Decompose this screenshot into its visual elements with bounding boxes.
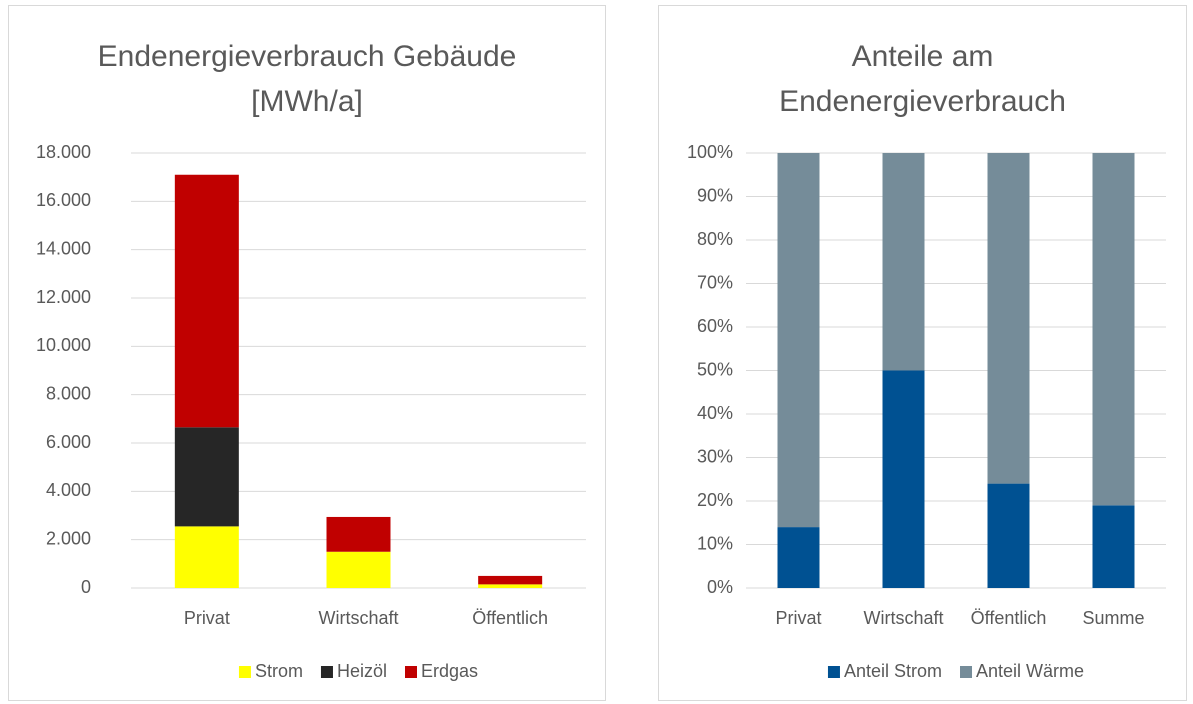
y-tick-label: 8.000 <box>46 383 91 403</box>
legend-label: Strom <box>255 661 303 681</box>
legend-swatch <box>238 666 251 678</box>
bar-segment <box>1092 153 1135 506</box>
y-tick-label: 90% <box>697 185 733 205</box>
bar-segment <box>882 370 925 588</box>
bar-segment <box>882 153 925 371</box>
bar-segment <box>478 575 543 585</box>
x-tick-label: Öffentlich <box>971 608 1047 628</box>
y-tick-label: 10.000 <box>36 335 91 355</box>
bar-segment <box>174 526 239 588</box>
legend-label: Heizöl <box>337 661 387 681</box>
chart-panel: Endenergieverbrauch Gebäude [MWh/a] 0 2.0… <box>8 5 606 701</box>
chart: 0% 10% 20% 30% 40% 50% 60% 70% 80% 90% 100% Privat W… <box>687 142 1166 681</box>
bar-segment <box>777 153 820 528</box>
y-tick-label: 40% <box>697 403 733 423</box>
y-tick-label: 30% <box>697 446 733 466</box>
y-tick-label: 2.000 <box>46 528 91 548</box>
bar-segment <box>1092 505 1135 588</box>
y-tick-label: 10% <box>697 533 733 553</box>
y-tick-label: 4.000 <box>46 480 91 500</box>
x-tick-label: Privat <box>775 608 821 628</box>
bar-segment <box>326 516 391 552</box>
y-tick-label: 80% <box>697 229 733 249</box>
chart-title: Endenergieverbrauch Gebäude [MWh/a] <box>97 40 517 118</box>
y-tick-label: 60% <box>697 316 733 336</box>
bar-segment <box>987 483 1030 588</box>
chart-panel: Anteile am Endenergieverbrauch 0% 10% 20% 3… <box>658 5 1187 701</box>
x-tick-label: Summe <box>1082 608 1144 628</box>
legend-swatch <box>405 666 417 678</box>
legend-swatch <box>320 666 333 678</box>
x-tick-label: Wirtschaft <box>318 608 398 628</box>
y-tick-label: 14.000 <box>36 238 91 258</box>
legend-swatch <box>960 666 973 678</box>
bar-segment <box>987 153 1030 484</box>
x-tick-label: Privat <box>184 608 230 628</box>
bar-segment <box>326 551 391 588</box>
bar-segment <box>478 584 543 588</box>
y-tick-label: 20% <box>697 490 733 510</box>
chart: 0 2.000 4.000 6.000 8.000 10.000 12.000 14.000 1… <box>36 142 586 681</box>
x-tick-label: Öffentlich <box>472 608 548 628</box>
y-tick-label: 12.000 <box>36 287 91 307</box>
legend-label: Anteil Wärme <box>976 661 1084 681</box>
bar-segment <box>777 527 820 588</box>
y-tick-label: 70% <box>697 272 733 292</box>
legend-label: Erdgas <box>421 661 478 681</box>
y-tick-label: 0% <box>707 577 733 597</box>
bar-segment <box>174 174 239 428</box>
y-tick-label: 100% <box>687 142 733 162</box>
bar-segment <box>174 427 239 527</box>
y-tick-label: 16.000 <box>36 190 91 210</box>
y-tick-label: 18.000 <box>36 142 91 162</box>
y-tick-label: 50% <box>697 359 733 379</box>
x-tick-label: Wirtschaft <box>863 608 943 628</box>
legend-label: Anteil Strom <box>844 661 942 681</box>
chart-title: Anteile am Endenergieverbrauch <box>779 40 1066 118</box>
y-tick-label: 6.000 <box>46 432 91 452</box>
legend-swatch <box>827 666 840 678</box>
y-tick-label: 0 <box>81 577 91 597</box>
